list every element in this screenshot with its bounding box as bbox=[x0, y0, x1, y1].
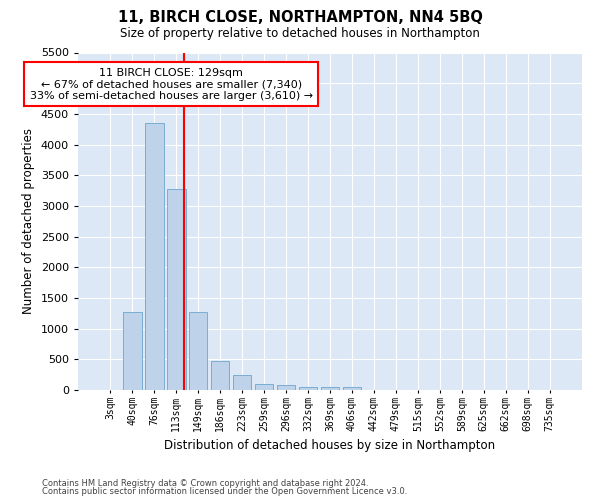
Text: 11 BIRCH CLOSE: 129sqm
← 67% of detached houses are smaller (7,340)
33% of semi-: 11 BIRCH CLOSE: 129sqm ← 67% of detached… bbox=[29, 68, 313, 101]
Bar bbox=[233, 376, 251, 390]
Bar bbox=[123, 312, 142, 390]
Bar bbox=[299, 387, 317, 390]
Bar bbox=[320, 387, 340, 390]
Bar bbox=[343, 387, 361, 390]
Bar bbox=[145, 123, 164, 390]
Text: 11, BIRCH CLOSE, NORTHAMPTON, NN4 5BQ: 11, BIRCH CLOSE, NORTHAMPTON, NN4 5BQ bbox=[118, 10, 482, 25]
Bar bbox=[211, 360, 229, 390]
Text: Contains HM Land Registry data © Crown copyright and database right 2024.: Contains HM Land Registry data © Crown c… bbox=[42, 478, 368, 488]
Text: Contains public sector information licensed under the Open Government Licence v3: Contains public sector information licen… bbox=[42, 487, 407, 496]
X-axis label: Distribution of detached houses by size in Northampton: Distribution of detached houses by size … bbox=[164, 439, 496, 452]
Y-axis label: Number of detached properties: Number of detached properties bbox=[22, 128, 35, 314]
Bar bbox=[167, 188, 185, 390]
Text: Size of property relative to detached houses in Northampton: Size of property relative to detached ho… bbox=[120, 28, 480, 40]
Bar bbox=[189, 312, 208, 390]
Bar bbox=[277, 386, 295, 390]
Bar bbox=[255, 384, 274, 390]
